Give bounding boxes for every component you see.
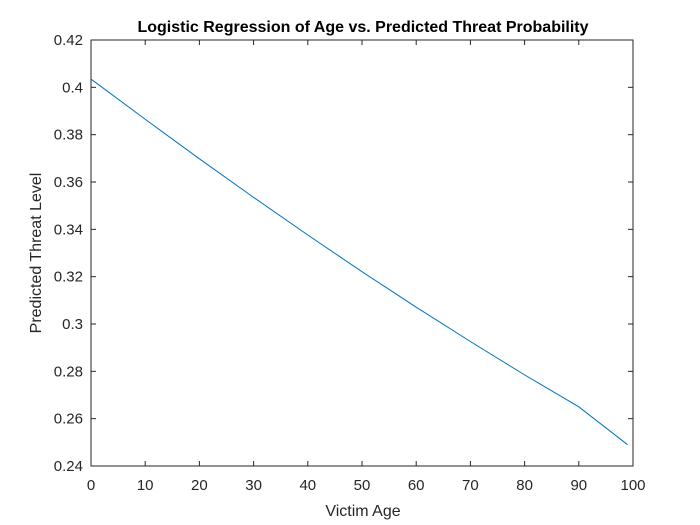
x-tick-label: 90 bbox=[570, 477, 587, 494]
y-tick-label: 0.24 bbox=[54, 458, 83, 475]
x-tick-label: 20 bbox=[191, 477, 208, 494]
x-axis-label: Victim Age bbox=[325, 503, 400, 520]
y-tick-label: 0.3 bbox=[62, 316, 83, 333]
y-tick-label: 0.34 bbox=[54, 221, 83, 238]
x-tick-label: 60 bbox=[408, 477, 425, 494]
y-tick-label: 0.26 bbox=[54, 411, 83, 428]
axes-box bbox=[90, 39, 634, 467]
y-tick-label: 0.36 bbox=[54, 174, 83, 191]
y-tick-label: 0.32 bbox=[54, 269, 83, 286]
x-tick-label: 40 bbox=[299, 477, 316, 494]
y-axis-label: Predicted Threat Level bbox=[28, 173, 45, 334]
series-line bbox=[90, 78, 628, 446]
chart-title: Logistic Regression of Age vs. Predicted… bbox=[137, 19, 588, 36]
y-tick-label: 0.38 bbox=[54, 127, 83, 144]
x-tick-label: 100 bbox=[620, 477, 645, 494]
y-tick-label: 0.4 bbox=[62, 79, 83, 96]
y-tick-label: 0.28 bbox=[54, 363, 83, 380]
x-tick-label: 50 bbox=[354, 477, 371, 494]
x-tick-label: 80 bbox=[516, 477, 533, 494]
x-tick-label: 10 bbox=[137, 477, 154, 494]
x-tick-label: 0 bbox=[87, 477, 95, 494]
x-tick-label: 70 bbox=[462, 477, 479, 494]
x-tick-label: 30 bbox=[245, 477, 262, 494]
y-tick-label: 0.42 bbox=[54, 32, 83, 49]
plot-area: 0 10 20 30 40 50 60 70 80 90 100 0.24 0.26 0.28 0.3 0.3… bbox=[54, 32, 646, 494]
